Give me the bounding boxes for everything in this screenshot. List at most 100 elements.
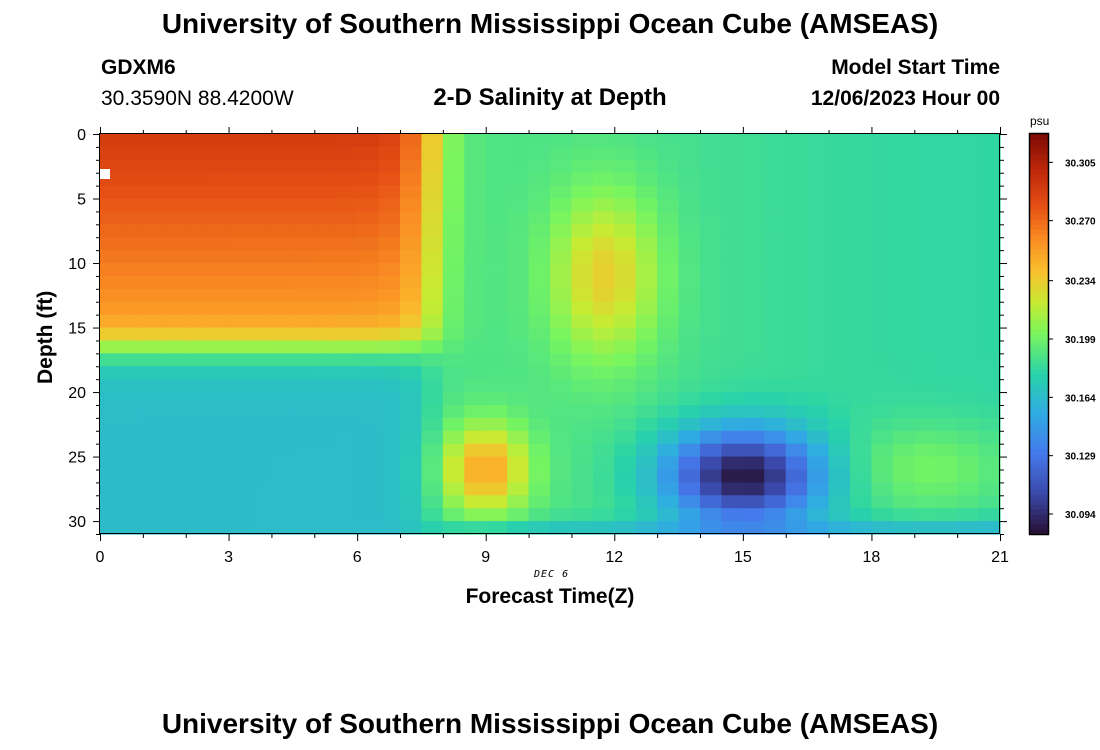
heatmap-cell bbox=[185, 340, 208, 354]
heatmap-cell bbox=[464, 263, 487, 277]
heatmap-cell bbox=[657, 430, 680, 445]
x-axis-label: Forecast Time(Z) bbox=[465, 585, 635, 608]
heatmap-cell bbox=[914, 159, 937, 174]
heatmap-cell bbox=[635, 275, 658, 290]
colorbar-segment bbox=[1030, 474, 1048, 480]
heatmap-cell bbox=[185, 275, 208, 290]
heatmap-cell bbox=[550, 404, 573, 419]
heatmap-cell bbox=[185, 379, 208, 393]
heatmap-cell bbox=[764, 443, 787, 458]
heatmap-cell bbox=[271, 211, 294, 225]
heatmap-cell bbox=[442, 237, 465, 251]
heatmap-cell bbox=[571, 159, 594, 174]
colorbar-segment bbox=[1030, 509, 1048, 515]
heatmap-cell bbox=[507, 288, 530, 303]
heatmap-cell bbox=[614, 250, 637, 264]
x-tick-label: 12 bbox=[605, 549, 623, 566]
heatmap-cell bbox=[935, 340, 958, 354]
colorbar-segment bbox=[1030, 139, 1048, 145]
heatmap-cell bbox=[100, 134, 123, 148]
heatmap-cell bbox=[121, 288, 144, 303]
heatmap-cell bbox=[721, 237, 744, 251]
heatmap-cell bbox=[271, 508, 294, 522]
heatmap-cell bbox=[142, 185, 165, 200]
heatmap-cell bbox=[614, 404, 637, 419]
heatmap-cell bbox=[464, 288, 487, 303]
heatmap-cell bbox=[678, 198, 701, 213]
heatmap-cell bbox=[314, 263, 337, 277]
heatmap-cell bbox=[657, 288, 680, 303]
top-title: University of Southern Mississippi Ocean… bbox=[161, 8, 939, 39]
heatmap-cell bbox=[421, 392, 444, 406]
colorbar-segment bbox=[1030, 459, 1048, 465]
heatmap-cell bbox=[507, 521, 530, 535]
colorbar-segment bbox=[1030, 394, 1048, 400]
heatmap-cell bbox=[314, 508, 337, 522]
heatmap-cell bbox=[614, 456, 637, 471]
heatmap-cell bbox=[185, 392, 208, 406]
heatmap-cell bbox=[635, 159, 658, 174]
heatmap-cell bbox=[378, 134, 401, 148]
heatmap-cell bbox=[764, 237, 787, 251]
heatmap-cell bbox=[892, 430, 915, 445]
heatmap-cell bbox=[121, 146, 144, 161]
heatmap-cell bbox=[721, 456, 744, 471]
heatmap-cell bbox=[485, 263, 508, 277]
heatmap-cell bbox=[657, 134, 680, 148]
heatmap-cell bbox=[528, 134, 551, 148]
heatmap-cell bbox=[571, 224, 594, 238]
heatmap-cell bbox=[828, 521, 851, 535]
heatmap-cell bbox=[978, 366, 1001, 380]
heatmap-cell bbox=[785, 379, 808, 393]
heatmap-cell bbox=[528, 237, 551, 251]
heatmap-cell bbox=[550, 263, 573, 277]
heatmap-cell bbox=[571, 456, 594, 471]
heatmap-cell bbox=[657, 508, 680, 522]
heatmap-cell bbox=[507, 417, 530, 432]
heatmap-cell bbox=[507, 353, 530, 367]
heatmap-cell bbox=[464, 404, 487, 419]
colorbar: 30.094 30.129 30.164 30.199 30.234 30.270 30.3… bbox=[1028, 132, 1096, 536]
heatmap-cell bbox=[207, 185, 230, 200]
heatmap-cell bbox=[571, 185, 594, 200]
heatmap-cell bbox=[185, 224, 208, 238]
heatmap-cell bbox=[614, 314, 637, 329]
heatmap-cell bbox=[742, 198, 765, 213]
heatmap-cell bbox=[807, 327, 830, 342]
heatmap-cell bbox=[614, 301, 637, 316]
heatmap-cell bbox=[871, 430, 894, 445]
heatmap-cell bbox=[142, 482, 165, 496]
heatmap-cell bbox=[314, 327, 337, 342]
heatmap-cell bbox=[164, 495, 187, 509]
heatmap-cell bbox=[164, 327, 187, 342]
station-coords: 30.3590N 88.4200W bbox=[101, 87, 294, 110]
heatmap-cell bbox=[550, 443, 573, 458]
heatmap-cell bbox=[978, 379, 1001, 393]
heatmap-cell bbox=[935, 392, 958, 406]
heatmap-cell bbox=[142, 495, 165, 509]
heatmap-cell bbox=[528, 146, 551, 161]
heatmap-cell bbox=[828, 430, 851, 445]
heatmap-cell bbox=[550, 430, 573, 445]
heatmap-cell bbox=[957, 469, 980, 483]
heatmap-cell bbox=[164, 146, 187, 161]
heatmap-cell bbox=[721, 404, 744, 419]
heatmap-cell bbox=[571, 198, 594, 213]
heatmap-cell bbox=[164, 211, 187, 225]
heatmap-cell bbox=[592, 353, 615, 367]
y-tick-label: 5 bbox=[77, 192, 86, 209]
heatmap-cell bbox=[378, 224, 401, 238]
heatmap-cell bbox=[121, 185, 144, 200]
heatmap-cell bbox=[185, 353, 208, 367]
heatmap-cell bbox=[207, 366, 230, 380]
colorbar-segment bbox=[1030, 339, 1048, 345]
heatmap-cell bbox=[828, 417, 851, 432]
heatmap-cell bbox=[614, 508, 637, 522]
heatmap-cell bbox=[357, 327, 380, 342]
heatmap-cell bbox=[164, 172, 187, 187]
heatmap-cell bbox=[485, 275, 508, 290]
heatmap-cell bbox=[185, 263, 208, 277]
colorbar-segment bbox=[1030, 409, 1048, 415]
heatmap-cell bbox=[378, 404, 401, 419]
heatmap-cell bbox=[142, 275, 165, 290]
